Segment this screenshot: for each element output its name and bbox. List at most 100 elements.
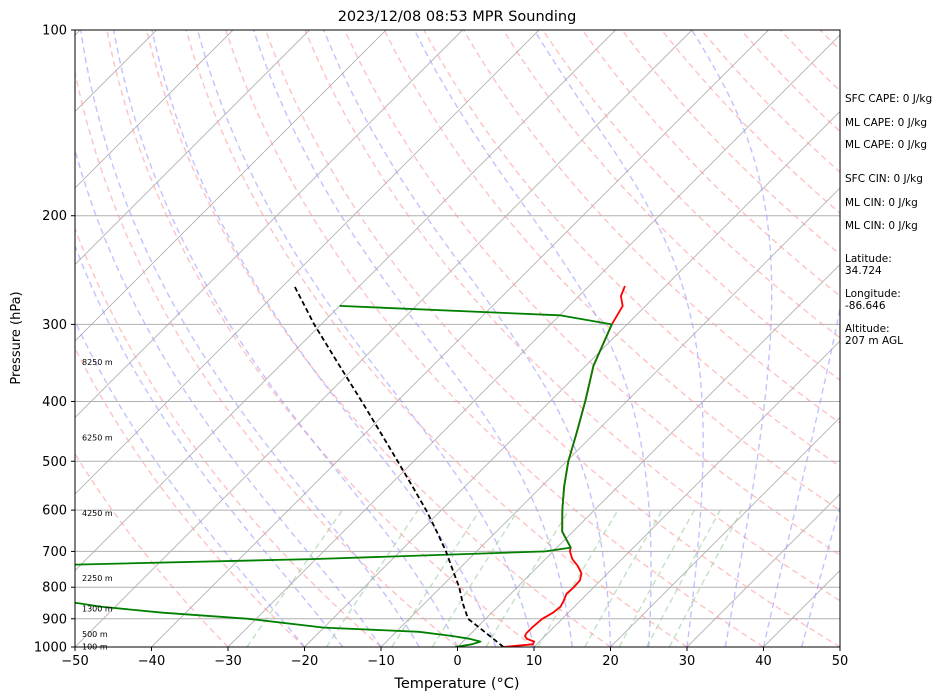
x-tick-label: −50 bbox=[61, 654, 88, 669]
isotherm-line bbox=[75, 30, 310, 266]
isotherm-line bbox=[75, 30, 693, 647]
info-line: Longitude: bbox=[845, 288, 901, 300]
moist-adiabat-line bbox=[533, 30, 704, 647]
moist-adiabat-line bbox=[762, 304, 840, 647]
background-lines bbox=[75, 30, 840, 647]
dry-adiabat-line bbox=[75, 68, 458, 647]
mixing-ratio-line bbox=[645, 509, 721, 647]
y-tick-label: 400 bbox=[42, 395, 67, 410]
moist-adiabat-line bbox=[75, 147, 382, 647]
dry-adiabat-line bbox=[75, 226, 382, 647]
moist-adiabat-line bbox=[801, 504, 840, 647]
info-line: ML CAPE: 0 J/kg bbox=[845, 117, 927, 129]
info-item: Longitude: -86.646 bbox=[845, 288, 901, 312]
info-item: Latitude: 34.724 bbox=[845, 253, 892, 277]
mixing-ratio-line bbox=[391, 509, 481, 647]
x-tick-label: 40 bbox=[755, 654, 772, 669]
dry-adiabat-line bbox=[145, 30, 611, 647]
y-tick-label: 700 bbox=[42, 545, 67, 560]
dry-adiabat-line bbox=[383, 30, 840, 512]
isotherm-line bbox=[533, 340, 840, 647]
info-item: ML CAPE: 0 J/kg bbox=[845, 117, 927, 129]
info-panel: SFC CAPE: 0 J/kg ML CAPE: 0 J/kg ML CAPE: … bbox=[845, 93, 932, 347]
info-line: SFC CIN: 0 J/kg bbox=[845, 173, 923, 185]
y-tick-label: 200 bbox=[42, 209, 67, 224]
x-tick-label: −10 bbox=[367, 654, 394, 669]
isotherm-line bbox=[75, 30, 234, 189]
height-label: 8250 m bbox=[82, 358, 113, 367]
y-tick-label: 100 bbox=[42, 24, 67, 39]
isotherm-line bbox=[151, 30, 769, 647]
dry-adiabat-line bbox=[185, 30, 688, 647]
y-tick-label: 600 bbox=[42, 504, 67, 519]
dry-adiabat-line bbox=[264, 30, 840, 647]
info-item: ML CAPE: 0 J/kg bbox=[845, 139, 927, 151]
x-tick-label: −40 bbox=[138, 654, 165, 669]
info-line: Latitude: bbox=[845, 253, 892, 265]
x-tick-label: 50 bbox=[832, 654, 849, 669]
moist-adiabat-line bbox=[112, 30, 459, 647]
dry-adiabat-line bbox=[304, 30, 840, 602]
mixing-ratio-line bbox=[537, 509, 619, 647]
isotherm-line bbox=[75, 30, 463, 419]
mixing-ratio-line bbox=[485, 509, 570, 647]
x-tick-label: 20 bbox=[602, 654, 619, 669]
sounding-traces bbox=[75, 285, 626, 647]
moist-adiabat-line bbox=[691, 30, 773, 647]
moist-adiabat-line bbox=[196, 30, 535, 647]
y-tick-label: 300 bbox=[42, 318, 67, 333]
info-line: -86.646 bbox=[845, 300, 886, 312]
info-line: ML CIN: 0 J/kg bbox=[845, 197, 918, 209]
info-line: Altitude: bbox=[845, 323, 890, 335]
isotherm-line bbox=[75, 30, 387, 342]
isotherm-line bbox=[457, 263, 840, 647]
y-tick-label: 500 bbox=[42, 455, 67, 470]
info-line: ML CIN: 0 J/kg bbox=[845, 220, 918, 232]
isotherm-line bbox=[75, 30, 540, 495]
moist-adiabat-line bbox=[252, 30, 573, 647]
y-tick-label: 800 bbox=[42, 581, 67, 596]
isotherm-line bbox=[380, 187, 840, 647]
info-line: 207 m AGL bbox=[845, 335, 903, 347]
x-tick-label: −30 bbox=[214, 654, 241, 669]
mixing-ratio-line bbox=[246, 509, 344, 647]
height-label: 1300 m bbox=[82, 605, 113, 614]
mixing-ratio-line bbox=[584, 509, 663, 647]
height-label: 4250 m bbox=[82, 509, 113, 518]
x-tick-label: 0 bbox=[453, 654, 461, 669]
height-labels: 100 m 500 m 1300 m 2250 m 4250 m 6250 m 8250 m bbox=[82, 358, 113, 651]
dry-adiabat-line bbox=[75, 346, 305, 647]
y-tick-label: 900 bbox=[42, 612, 67, 627]
height-label: 6250 m bbox=[82, 433, 113, 442]
chart-title: 2023/12/08 08:53 MPR Sounding bbox=[338, 9, 577, 25]
mixing-ratio-line bbox=[618, 509, 696, 647]
y-tick-label: 1000 bbox=[34, 641, 67, 656]
isotherm-line bbox=[304, 110, 840, 647]
dry-adiabat-line bbox=[106, 30, 535, 647]
height-label: 100 m bbox=[82, 643, 108, 652]
moist-adiabat-line bbox=[80, 30, 420, 647]
x-axis-label: Temperature (°C) bbox=[393, 676, 519, 692]
moist-adiabat-line bbox=[75, 244, 344, 647]
isotherm-line bbox=[686, 493, 840, 647]
info-item: ML CIN: 0 J/kg bbox=[845, 197, 918, 209]
moist-adiabat-line bbox=[151, 30, 497, 647]
info-item: Altitude: 207 m AGL bbox=[845, 323, 903, 347]
dry-adiabat-line bbox=[343, 30, 840, 556]
mixing-ratio-line bbox=[431, 509, 519, 647]
y-axis-label: Pressure (hPa) bbox=[9, 291, 24, 384]
info-item: SFC CAPE: 0 J/kg bbox=[845, 93, 932, 105]
info-line: SFC CAPE: 0 J/kg bbox=[845, 93, 932, 105]
height-label: 500 m bbox=[82, 630, 108, 639]
dry-adiabat-line bbox=[423, 30, 840, 468]
isotherm-line bbox=[75, 30, 616, 572]
isotherm-line bbox=[227, 34, 840, 647]
moist-adiabat-line bbox=[323, 30, 612, 647]
isotherm-line bbox=[610, 416, 840, 647]
mixing-ratio-line bbox=[668, 509, 743, 647]
info-line: 34.724 bbox=[845, 265, 882, 277]
info-line: ML CAPE: 0 J/kg bbox=[845, 139, 927, 151]
x-tick-label: −20 bbox=[291, 654, 318, 669]
